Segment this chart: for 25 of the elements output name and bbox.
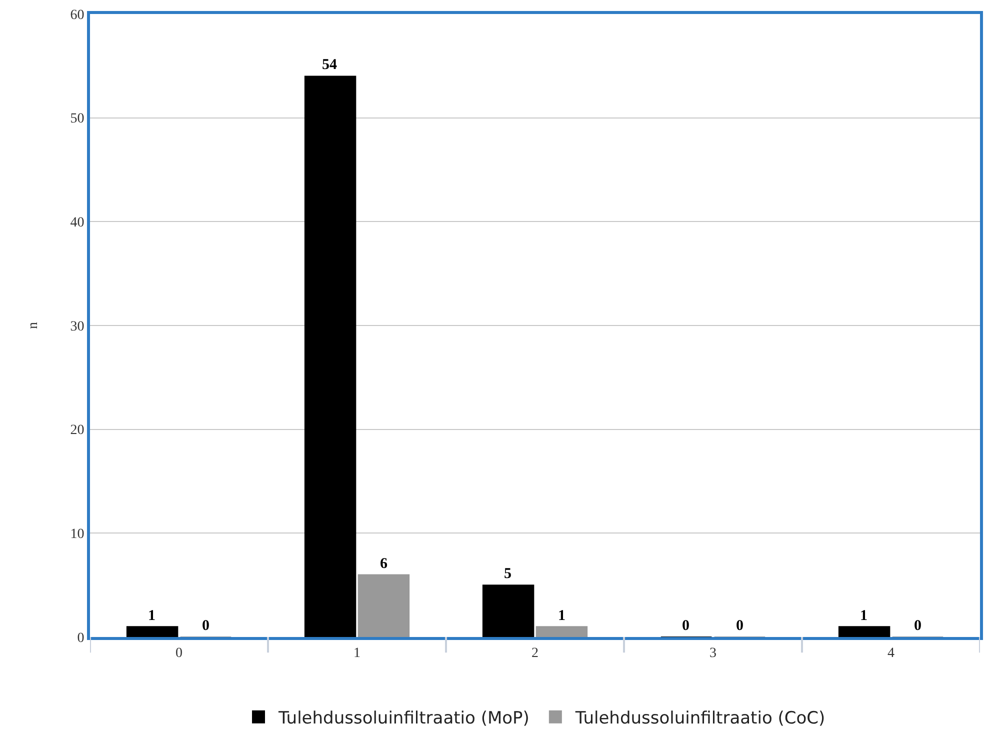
x-tick-label: 0: [176, 646, 182, 661]
legend-label: Tulehdussoluinfiltraatio (CoC): [574, 708, 826, 728]
y-tick-label: 30: [70, 319, 84, 334]
data-label: 1: [148, 608, 156, 624]
data-label: 0: [914, 618, 922, 634]
x-tick-label: 2: [532, 646, 538, 661]
x-tick-label: 4: [888, 646, 894, 661]
data-label: 54: [322, 57, 338, 73]
y-tick-label: 40: [70, 216, 84, 231]
y-tick-label: 50: [70, 112, 84, 127]
legend-label: Tulehdussoluinfiltraatio (MoP): [278, 708, 530, 728]
data-label: 0: [682, 618, 690, 634]
data-label: 0: [202, 618, 210, 634]
data-label: 1: [558, 608, 566, 624]
y-tick-label: 20: [70, 423, 84, 438]
data-label: 5: [504, 566, 512, 582]
data-label: 1: [860, 608, 868, 624]
data-label: 6: [380, 556, 388, 572]
y-tick-label: 10: [70, 527, 84, 542]
data-label: 0: [736, 618, 744, 634]
y-axis-title: n: [26, 322, 41, 329]
y-tick-label: 60: [70, 8, 84, 23]
x-tick-label: 1: [354, 646, 360, 661]
x-tick-label: 3: [710, 646, 716, 661]
y-tick-label: 0: [77, 630, 84, 646]
